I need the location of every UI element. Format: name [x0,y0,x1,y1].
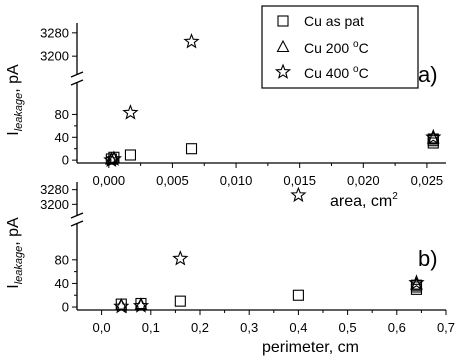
square-marker-icon [277,15,289,27]
legend-label: Cu as pat [304,13,364,29]
data-point-star [113,297,130,314]
x-tick-label: 0,010 [220,173,253,188]
x-tick-label: 0,000 [93,173,126,188]
series-square [105,133,439,165]
data-point-star [408,274,425,290]
data-point-square [124,149,136,161]
data-point-square [292,289,304,301]
degree-superscript: o [353,64,359,75]
data-point-square [174,295,186,307]
axis-break-mark [70,71,84,78]
y-tick-label: 3280 [40,182,69,197]
axis-break-mark [70,79,84,86]
legend-item-cu-as-pat: Cu as pat [277,13,364,29]
y-tick-label: 40 [55,130,69,145]
x-tick-label: 0,7 [437,320,455,335]
data-point-square [410,279,423,291]
series-triangle [114,277,423,311]
x-tick-label: 0,015 [283,173,316,188]
series-triangle [104,131,440,165]
series-square [115,279,423,310]
data-point-star [183,33,200,49]
y-tick-label: 0 [62,300,69,315]
x-tick-label: 0,5 [339,320,357,335]
data-point-star [425,128,442,145]
legend-item-cu-200c: Cu 200 oC [276,39,369,56]
data-point-star [105,150,123,166]
panel-label: a) [418,62,438,87]
data-point-star [290,186,307,203]
legend-marker-triangle [276,39,290,53]
x-tick-label: 0,2 [191,320,209,335]
y-tick-label: 3280 [40,25,69,40]
y-tick-label: 3200 [40,49,69,64]
legend-unit: C [359,65,369,81]
x-tick-label: 0,005 [156,173,189,188]
x-tick-label: 0,1 [142,320,160,335]
svg-text:Cu 200 oC: Cu 200 oC [304,39,369,56]
y-axis-title: Ileakage, pA [5,217,25,289]
data-point-star [122,104,139,120]
data-point-star [132,297,150,313]
y-axis-title: Ileakage, pA [5,64,25,136]
data-point-star [172,250,189,266]
star-marker-icon [274,63,292,79]
x-tick-label: 0,025 [411,173,444,188]
panel-top: 0,000 0,005 0,010 0,015 0,020 0,0250408032003… [5,23,446,210]
legend-item-cu-400c: Cu 400 oC [274,63,369,81]
legend-marker-star [274,63,292,79]
x-tick-label: 0,0 [93,320,111,335]
data-point-square [185,143,198,155]
y-tick-label: 80 [55,252,69,267]
axis-break-mark [70,220,84,227]
svg-text:Cu 400 oC: Cu 400 oC [304,64,369,81]
legend-unit: C [359,40,369,56]
y-tick-label: 40 [55,276,69,291]
data-point-square [427,133,439,145]
y-tick-label: 3200 [40,197,69,212]
x-tick-label: 0,020 [347,173,380,188]
panel-label: b) [418,246,438,271]
legend-label: Cu 200 [304,40,353,56]
series-star [103,33,442,168]
y-tick-label: 80 [55,107,69,122]
x-tick-label: 0,6 [388,320,406,335]
x-axis-title: perimeter, cm [262,339,359,356]
legend: Cu as pat Cu 200 oC Cu 400 oC [261,5,419,89]
series-star [113,186,425,314]
degree-superscript: o [353,39,359,50]
triangle-marker-icon [276,39,290,53]
x-tick-label: 0,4 [289,320,307,335]
y-tick-label: 0 [62,153,69,168]
axis-break-mark [70,212,84,219]
legend-marker-square [277,15,289,27]
legend-label: Cu 400 [304,65,353,81]
x-axis-title: area, cm2 [330,191,398,210]
x-tick-label: 0,3 [240,320,258,335]
